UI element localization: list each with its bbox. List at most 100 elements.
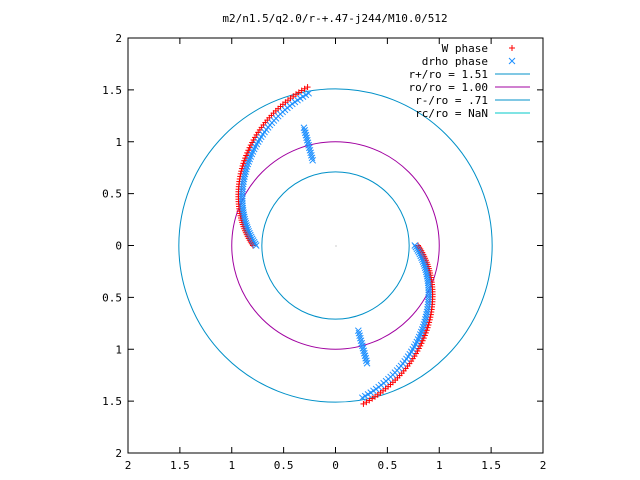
cross-b [419,258,427,265]
w-phase-point [418,340,425,347]
w-phase-point [423,327,430,334]
drho-phase-point [361,349,368,357]
cross-b [358,342,366,350]
drho-phase-point [303,134,310,142]
cross-b [303,134,310,142]
cross-b [420,260,428,267]
cross-b [424,303,432,311]
w-phase-point [422,329,429,336]
legend-entry: ro/ro = 1.00 [409,81,530,94]
drho-phase-point [359,344,367,352]
drho-phase-point [358,339,366,347]
reference-circle [261,171,410,320]
drho-phase-point [241,170,249,178]
w-phase-point [244,149,251,156]
legend-entry: W phase [442,42,515,55]
w-phase-point [304,84,311,91]
drho-phase-point [425,288,433,296]
w-phase-point [421,332,428,339]
cross-b [246,229,253,237]
reference-circle [178,88,493,403]
cross-b [238,190,246,198]
x-tick-label: 1.5 [481,459,501,472]
cross-b [308,154,316,162]
drho-phase-point [419,256,426,264]
legend-label: r+/ro = 1.51 [409,68,488,81]
w-phase-point [238,165,245,172]
cross-b [421,262,428,270]
legend-label: W phase [442,42,488,55]
legend-label: drho phase [422,55,488,68]
cross-b [358,394,366,402]
drho-phase-point [307,151,315,159]
drho-phase-point [241,217,249,225]
drho-phase-point [362,354,370,362]
drho-phase-point [309,156,317,164]
cross-b [425,291,433,299]
drho-phase-point [363,359,371,367]
y-tick-label: 1 [115,136,122,149]
cross-b [358,339,366,347]
drho-phase-point [422,313,430,321]
cross-b [422,316,429,323]
y-tick-label: 0 [115,240,122,253]
x-tick-label: 1 [228,459,235,472]
cross-b [241,217,249,225]
legend-entry: r-/ro = .71 [415,94,530,107]
cross-b [356,334,364,342]
cross-b [303,136,311,144]
cross-b [423,311,430,318]
drho-phase-point [422,316,429,323]
drho-phase-point [422,266,430,274]
drho-phase-point [304,139,312,147]
x-tick-label: 2 [125,459,132,472]
y-tick-label: 1.5 [102,395,122,408]
cross-b [305,141,313,149]
cross-b [425,296,432,303]
w-phase-point [245,147,252,154]
drho-phase-point [355,329,363,337]
cross-b [243,221,250,229]
cross-b [417,252,425,260]
cross-b [307,149,315,157]
w-phase-point [414,348,421,355]
origin-marker [335,245,337,247]
w-phase-point [426,316,433,323]
cross-b [425,293,433,301]
x-tick-label: 0.5 [377,459,397,472]
y-tick-label: 2 [115,32,122,45]
drho-phase-point [419,258,427,265]
cross-b [301,126,308,134]
drho-phase-point [361,352,369,360]
drho-phase-point [305,89,313,97]
reference-circles [178,88,493,403]
cross-b [418,254,425,262]
cross-b [239,183,247,190]
cross-b [424,301,432,308]
cross-b [363,357,370,365]
cross-b [239,185,246,193]
drho-phase-point [307,149,315,157]
cross-b [249,237,257,244]
cross-b [360,347,368,355]
cross-b [243,224,251,231]
drho-phase-point [420,260,428,267]
x-tick-label: 1 [436,459,443,472]
data-points [235,84,436,407]
w-phase-point [425,322,432,329]
cross-b [354,327,362,335]
drho-phase-point [354,327,362,335]
drho-phase-point [243,224,251,231]
cross-b [241,170,249,178]
drho-phase-point [243,221,250,229]
cross-b [239,180,247,188]
x-tick-label: 1.5 [170,459,190,472]
w-phase-point [242,155,249,162]
drho-phase-point [238,195,246,203]
drho-phase-point [305,144,313,152]
cross-b [302,131,310,139]
cross-b [413,245,421,253]
w-phase-point [238,168,245,175]
cross-b [419,256,426,264]
w-phase-point [243,152,250,159]
